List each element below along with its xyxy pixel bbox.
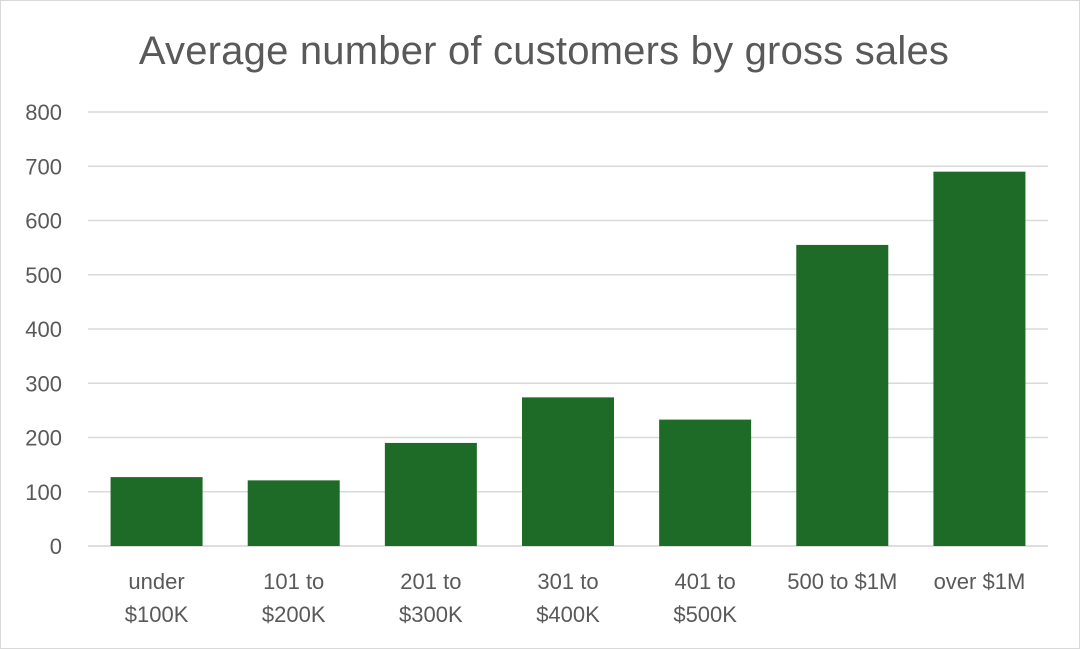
x-category-label: over $1M <box>934 569 1026 594</box>
x-category-label-line: 401 to <box>675 569 736 594</box>
x-category-label-line: over $1M <box>934 569 1026 594</box>
x-category-label: under $100K <box>125 569 189 627</box>
x-category-label: 401 to $500K <box>673 569 737 627</box>
x-category-label: 201 to $300K <box>399 569 463 627</box>
bar <box>933 171 1026 547</box>
y-tick-label: 300 <box>25 371 62 396</box>
x-category-label-line: $300K <box>399 602 463 627</box>
y-tick-label: 200 <box>25 426 62 451</box>
bar <box>659 419 752 546</box>
bar <box>384 442 477 546</box>
y-tick-label: 700 <box>25 154 62 179</box>
bar <box>796 244 889 546</box>
x-category-label-line: 301 to <box>537 569 598 594</box>
bars <box>110 171 1026 547</box>
y-tick-label: 400 <box>25 317 62 342</box>
x-category-label-line: 101 to <box>263 569 324 594</box>
bar <box>110 477 203 546</box>
x-category-label: 301 to $400K <box>536 569 600 627</box>
y-tick-label: 800 <box>25 100 62 125</box>
x-category-label-line: $500K <box>673 602 737 627</box>
x-category-label-line: $400K <box>536 602 600 627</box>
y-tick-label: 500 <box>25 263 62 288</box>
x-category-label-line: 201 to <box>400 569 461 594</box>
bar <box>247 480 340 546</box>
y-axis-tick-labels: 0 100 200 300 400 500 600 700 800 <box>25 100 62 559</box>
x-category-label-line: 500 to $1M <box>787 569 897 594</box>
x-axis-category-labels: under $100K 101 to $200K 201 to $300K 301 to $4… <box>125 569 1026 627</box>
bar <box>522 397 614 546</box>
x-category-label-line: under <box>128 569 184 594</box>
chart-title: Average number of customers by gross sal… <box>138 29 950 73</box>
x-category-label-line: $100K <box>125 602 189 627</box>
x-category-label: 500 to $1M <box>787 569 897 594</box>
x-category-label-line: $200K <box>262 602 326 627</box>
y-tick-label: 600 <box>25 209 62 234</box>
y-tick-label: 100 <box>25 480 62 505</box>
x-category-label: 101 to $200K <box>262 569 326 627</box>
y-tick-label: 0 <box>50 534 62 559</box>
